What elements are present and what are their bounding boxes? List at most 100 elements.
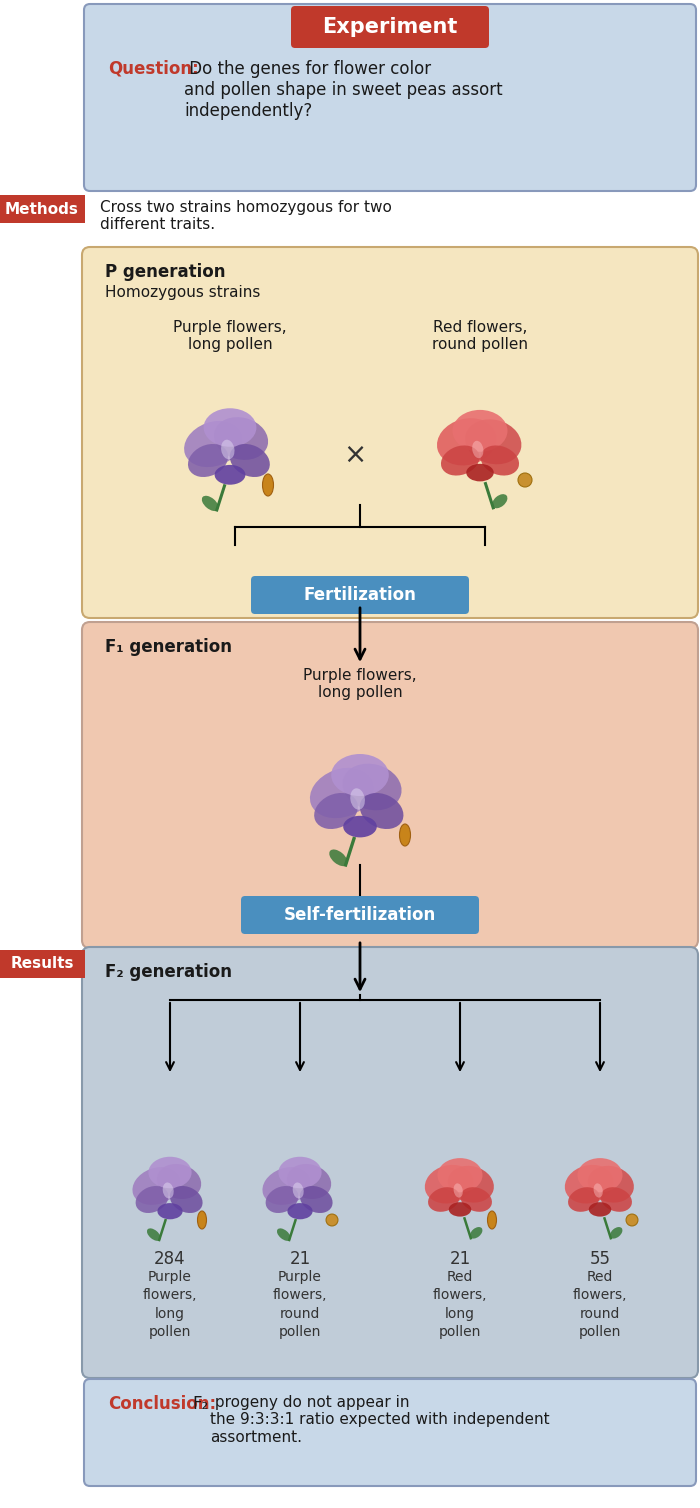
Ellipse shape [147,1229,160,1241]
Ellipse shape [132,1167,181,1205]
Text: progeny do not appear in
the 9:3:3:1 ratio expected with independent
assortment.: progeny do not appear in the 9:3:3:1 rat… [210,1395,550,1445]
Text: 284: 284 [154,1250,186,1268]
Text: Results: Results [10,956,74,971]
Ellipse shape [601,1187,632,1212]
Ellipse shape [400,823,410,846]
Ellipse shape [470,1228,482,1238]
Ellipse shape [293,1182,304,1199]
Ellipse shape [188,443,228,477]
Ellipse shape [454,1184,463,1197]
FancyBboxPatch shape [82,947,698,1378]
Ellipse shape [473,440,484,458]
Ellipse shape [428,1187,459,1212]
Text: Self-fertilization: Self-fertilization [284,906,436,924]
Ellipse shape [466,464,494,481]
Ellipse shape [326,1214,338,1226]
Ellipse shape [461,1187,492,1212]
Ellipse shape [277,1229,290,1241]
Ellipse shape [287,1164,331,1199]
Text: Purple flowers,
long pollen: Purple flowers, long pollen [303,668,416,700]
Ellipse shape [578,1158,622,1193]
Text: Red flowers,
round pollen: Red flowers, round pollen [432,320,528,353]
Ellipse shape [262,1167,311,1205]
FancyBboxPatch shape [0,195,85,223]
Text: Methods: Methods [5,202,79,217]
Ellipse shape [170,1185,202,1212]
Text: Purple
flowers,
long
pollen: Purple flowers, long pollen [143,1270,197,1339]
Text: 21: 21 [449,1250,470,1268]
FancyBboxPatch shape [82,247,698,618]
Text: Red
flowers,
long
pollen: Red flowers, long pollen [433,1270,487,1339]
FancyBboxPatch shape [251,576,469,614]
Ellipse shape [449,1202,471,1217]
Ellipse shape [300,1185,332,1212]
Ellipse shape [626,1214,638,1226]
Ellipse shape [481,445,519,475]
Text: Question:: Question: [108,60,199,78]
Ellipse shape [465,419,522,464]
Text: 55: 55 [589,1250,610,1268]
Ellipse shape [148,1157,192,1188]
Text: F₂: F₂ [192,1395,209,1413]
Ellipse shape [343,816,377,837]
Ellipse shape [204,409,256,446]
Ellipse shape [329,849,347,866]
Ellipse shape [310,768,374,819]
FancyBboxPatch shape [241,896,479,933]
Text: P generation: P generation [105,262,225,280]
Ellipse shape [197,1211,206,1229]
FancyBboxPatch shape [291,6,489,48]
Ellipse shape [215,464,246,484]
Ellipse shape [230,443,270,477]
Ellipse shape [221,440,234,460]
Text: Purple flowers,
long pollen: Purple flowers, long pollen [173,320,287,353]
Ellipse shape [184,421,243,467]
Text: 21: 21 [289,1250,311,1268]
Ellipse shape [350,789,365,810]
FancyBboxPatch shape [0,950,85,979]
Text: Fertilization: Fertilization [304,587,416,605]
Ellipse shape [202,496,218,511]
Ellipse shape [452,410,507,452]
Ellipse shape [492,495,508,508]
Ellipse shape [331,754,388,796]
Ellipse shape [565,1164,614,1203]
Ellipse shape [214,418,268,460]
Ellipse shape [342,763,402,810]
Ellipse shape [262,474,274,496]
Ellipse shape [610,1228,622,1238]
Text: Red
flowers,
round
pollen: Red flowers, round pollen [573,1270,627,1339]
Text: ×: × [344,440,367,469]
Ellipse shape [157,1164,201,1199]
Text: Conclusion:: Conclusion: [108,1395,216,1413]
Ellipse shape [288,1203,313,1220]
Ellipse shape [162,1182,174,1199]
Ellipse shape [437,418,496,466]
Ellipse shape [158,1203,183,1220]
Text: F₂ generation: F₂ generation [105,964,232,982]
Ellipse shape [314,793,358,829]
Ellipse shape [136,1185,169,1212]
FancyBboxPatch shape [84,1378,696,1485]
Text: Cross two strains homozygous for two
different traits.: Cross two strains homozygous for two dif… [100,201,392,232]
Ellipse shape [518,474,532,487]
FancyBboxPatch shape [82,621,698,949]
Text: Purple
flowers,
round
pollen: Purple flowers, round pollen [273,1270,328,1339]
Ellipse shape [425,1164,474,1203]
FancyBboxPatch shape [84,5,696,192]
Ellipse shape [589,1202,611,1217]
Ellipse shape [265,1185,298,1212]
Text: F₁ generation: F₁ generation [105,638,232,656]
Ellipse shape [279,1157,321,1188]
Text: Do the genes for flower color
and pollen shape in sweet peas assort
independentl: Do the genes for flower color and pollen… [184,60,503,119]
Ellipse shape [594,1184,603,1197]
Ellipse shape [448,1166,494,1202]
Ellipse shape [441,445,480,475]
Ellipse shape [360,793,403,829]
Ellipse shape [568,1187,599,1212]
Text: Homozygous strains: Homozygous strains [105,285,260,300]
Text: Experiment: Experiment [322,17,458,38]
Ellipse shape [588,1166,634,1202]
Ellipse shape [487,1211,496,1229]
Ellipse shape [438,1158,482,1193]
